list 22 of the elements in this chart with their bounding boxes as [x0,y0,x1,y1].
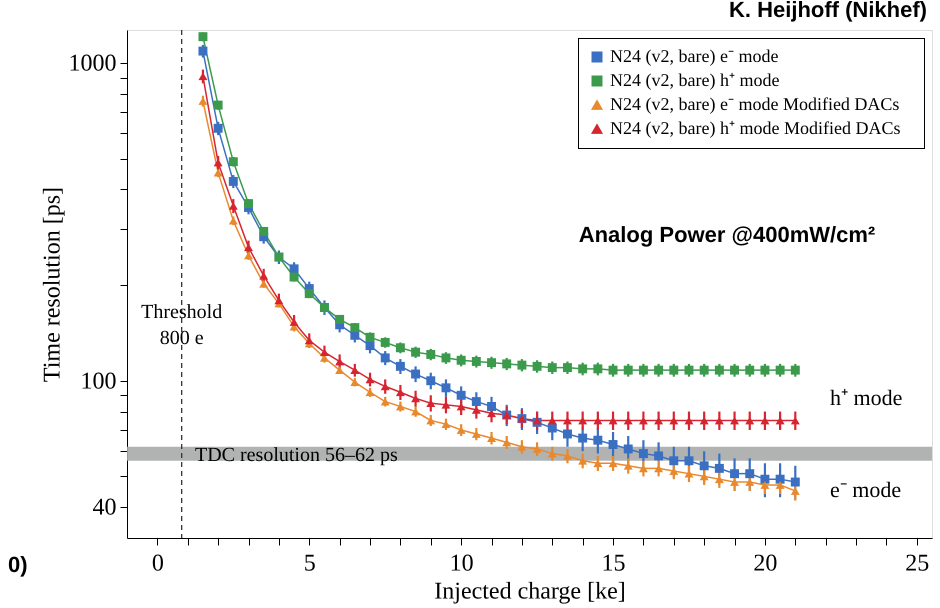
text: K. Heijhoff (Nikhef) [729,0,927,22]
annotation: e⁻ mode [830,477,902,502]
ref-line-label: Threshold 800 e [141,301,222,349]
legend-label: N24 (v2, bare) h⁺ mode [610,70,780,90]
legend-label: N24 (v2, bare) e⁻ mode [610,46,778,66]
x-tick-label: 25 [905,550,930,576]
x-tick-label: 5 [304,550,316,576]
y-tick-label: 1000 [68,50,116,76]
x-axis-title: Injected charge [ke] [434,578,626,604]
y-tick-label: 40 [92,494,116,521]
y-tick-label: 100 [80,368,116,394]
x-tick-label: 20 [753,550,778,576]
text: 0) [8,552,28,577]
x-tick-label: 10 [450,550,474,576]
x-tick-label: 0 [152,550,164,576]
annotation: Analog Power @400mW/cm² [578,222,876,247]
y-axis-title: Time resolution [ps] [40,186,66,382]
legend-label: N24 (v2, bare) h⁺ mode Modified DACs [610,118,900,138]
x-tick-label: 15 [602,550,626,576]
legend-label: N24 (v2, bare) e⁻ mode Modified DACs [610,94,900,114]
band-label: TDC resolution 56–62 ps [195,444,398,466]
annotation: h⁺ mode [830,385,902,410]
